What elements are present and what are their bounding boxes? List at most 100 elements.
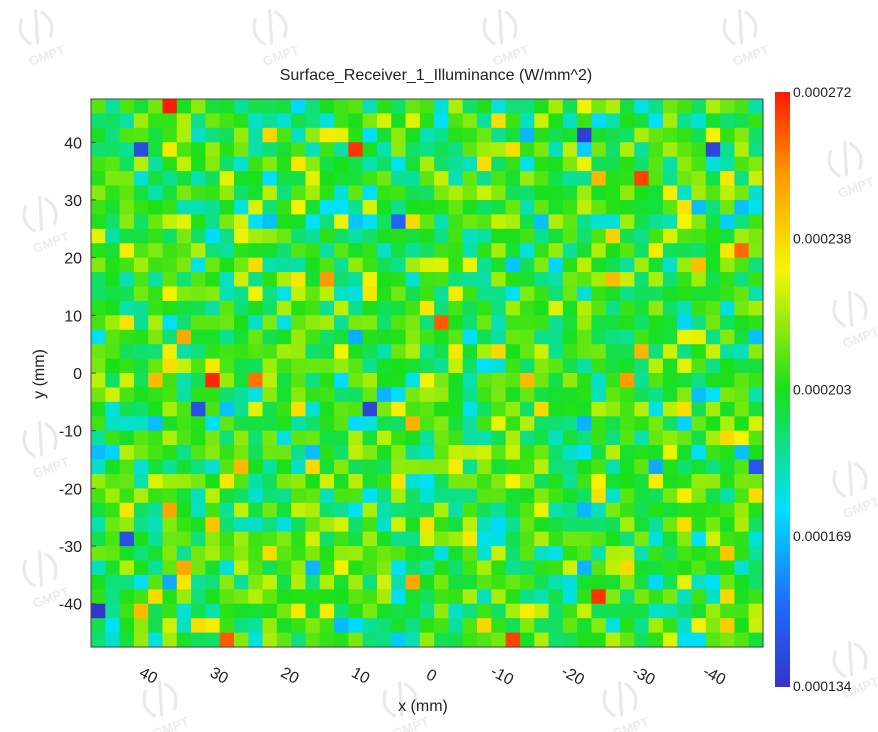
heatmap-cell <box>505 445 521 461</box>
heatmap-cell <box>434 300 450 316</box>
heatmap-cell <box>376 416 392 432</box>
heatmap-cell <box>491 156 507 172</box>
heatmap-cell <box>720 430 736 446</box>
heatmap-cell <box>648 603 664 619</box>
heatmap-cell <box>705 286 721 302</box>
heatmap-cell <box>562 127 578 143</box>
heatmap-cell <box>391 329 407 345</box>
heatmap-cell <box>105 430 121 446</box>
heatmap-cell <box>648 473 664 489</box>
heatmap-cell <box>519 257 535 273</box>
heatmap-cell <box>491 531 507 547</box>
heatmap-cell <box>662 243 678 259</box>
heatmap-cell <box>233 185 249 201</box>
heatmap-cell <box>305 618 321 634</box>
heatmap-cell <box>620 329 635 345</box>
heatmap-cell <box>534 416 550 432</box>
heatmap-cell <box>505 300 521 316</box>
heatmap-cell <box>605 416 621 432</box>
heatmap-cell <box>348 560 364 576</box>
heatmap-cell <box>91 459 106 475</box>
heatmap-cell <box>376 199 392 215</box>
heatmap-cell <box>262 358 278 374</box>
heatmap-cell <box>205 358 221 374</box>
heatmap-cell <box>634 618 650 634</box>
heatmap-cell <box>205 142 221 158</box>
heatmap-cell <box>262 257 278 273</box>
heatmap-cell <box>176 329 192 345</box>
x-axis-ticks: 40 30 20 10 0 -10 -20 -30 -40 <box>136 663 728 689</box>
heatmap-cell <box>91 142 106 158</box>
heatmap-cell <box>405 142 421 158</box>
heatmap-cell <box>562 502 578 518</box>
heatmap-cell <box>634 127 650 143</box>
heatmap-cell <box>91 243 106 259</box>
heatmap-cell <box>391 473 407 489</box>
heatmap-cell <box>162 286 178 302</box>
heatmap-cell <box>534 502 550 518</box>
heatmap-cell <box>519 459 535 475</box>
heatmap-cell <box>677 473 693 489</box>
heatmap-cell <box>276 344 292 360</box>
heatmap-cell <box>720 315 736 331</box>
heatmap-cell <box>91 387 106 403</box>
heatmap-cell <box>748 358 764 374</box>
heatmap-cell <box>205 401 221 417</box>
heatmap-cell <box>319 502 335 518</box>
heatmap-cell <box>105 142 121 158</box>
heatmap-cell <box>262 387 278 403</box>
heatmap-cell <box>677 589 693 605</box>
heatmap-cell <box>605 517 621 533</box>
heatmap-cell <box>248 214 264 230</box>
heatmap-cell <box>548 502 564 518</box>
heatmap-cell <box>734 272 750 288</box>
heatmap-cell <box>562 185 578 201</box>
heatmap-cell <box>448 171 464 187</box>
heatmap-cell <box>634 502 650 518</box>
heatmap-cell <box>434 243 450 259</box>
heatmap-cell <box>748 329 764 345</box>
heatmap-cell <box>691 387 707 403</box>
heatmap-cell <box>519 546 535 562</box>
heatmap-cell <box>348 113 364 129</box>
heatmap-cell <box>434 632 450 648</box>
heatmap-cell <box>419 127 435 143</box>
heatmap-cell <box>577 473 593 489</box>
heatmap-cell <box>348 228 364 244</box>
heatmap-cell <box>205 473 221 489</box>
heatmap-cell <box>562 156 578 172</box>
heatmap-cell <box>162 589 178 605</box>
heatmap-cell <box>691 488 707 504</box>
heatmap-cell <box>319 113 335 129</box>
heatmap-cell <box>362 632 378 648</box>
heatmap-cell <box>462 286 478 302</box>
heatmap-cell <box>276 546 292 562</box>
heatmap-cell <box>519 416 535 432</box>
heatmap-cell <box>191 473 206 489</box>
heatmap-cell <box>705 589 721 605</box>
heatmap-cell <box>191 502 206 518</box>
heatmap-cell <box>205 272 221 288</box>
heatmap-cell <box>348 286 364 302</box>
heatmap-cell <box>205 329 221 345</box>
heatmap-cell <box>191 603 206 619</box>
heatmap-cell <box>391 618 407 634</box>
heatmap-cell <box>176 113 192 129</box>
heatmap-cell <box>648 272 664 288</box>
heatmap-cell <box>591 315 607 331</box>
heatmap-cell <box>562 257 578 273</box>
heatmap-cell <box>591 459 607 475</box>
heatmap-cell <box>634 488 650 504</box>
heatmap-cell <box>376 257 392 273</box>
heatmap-cell <box>276 603 292 619</box>
heatmap-cell <box>391 574 407 590</box>
heatmap-cell <box>376 272 392 288</box>
heatmap-cell <box>276 531 292 547</box>
heatmap-cell <box>634 344 650 360</box>
heatmap-cell <box>605 315 621 331</box>
heatmap-cell <box>434 574 450 590</box>
heatmap-cell <box>233 589 249 605</box>
heatmap-cell <box>305 142 321 158</box>
heatmap-cell <box>477 531 492 547</box>
heatmap-cell <box>162 603 178 619</box>
